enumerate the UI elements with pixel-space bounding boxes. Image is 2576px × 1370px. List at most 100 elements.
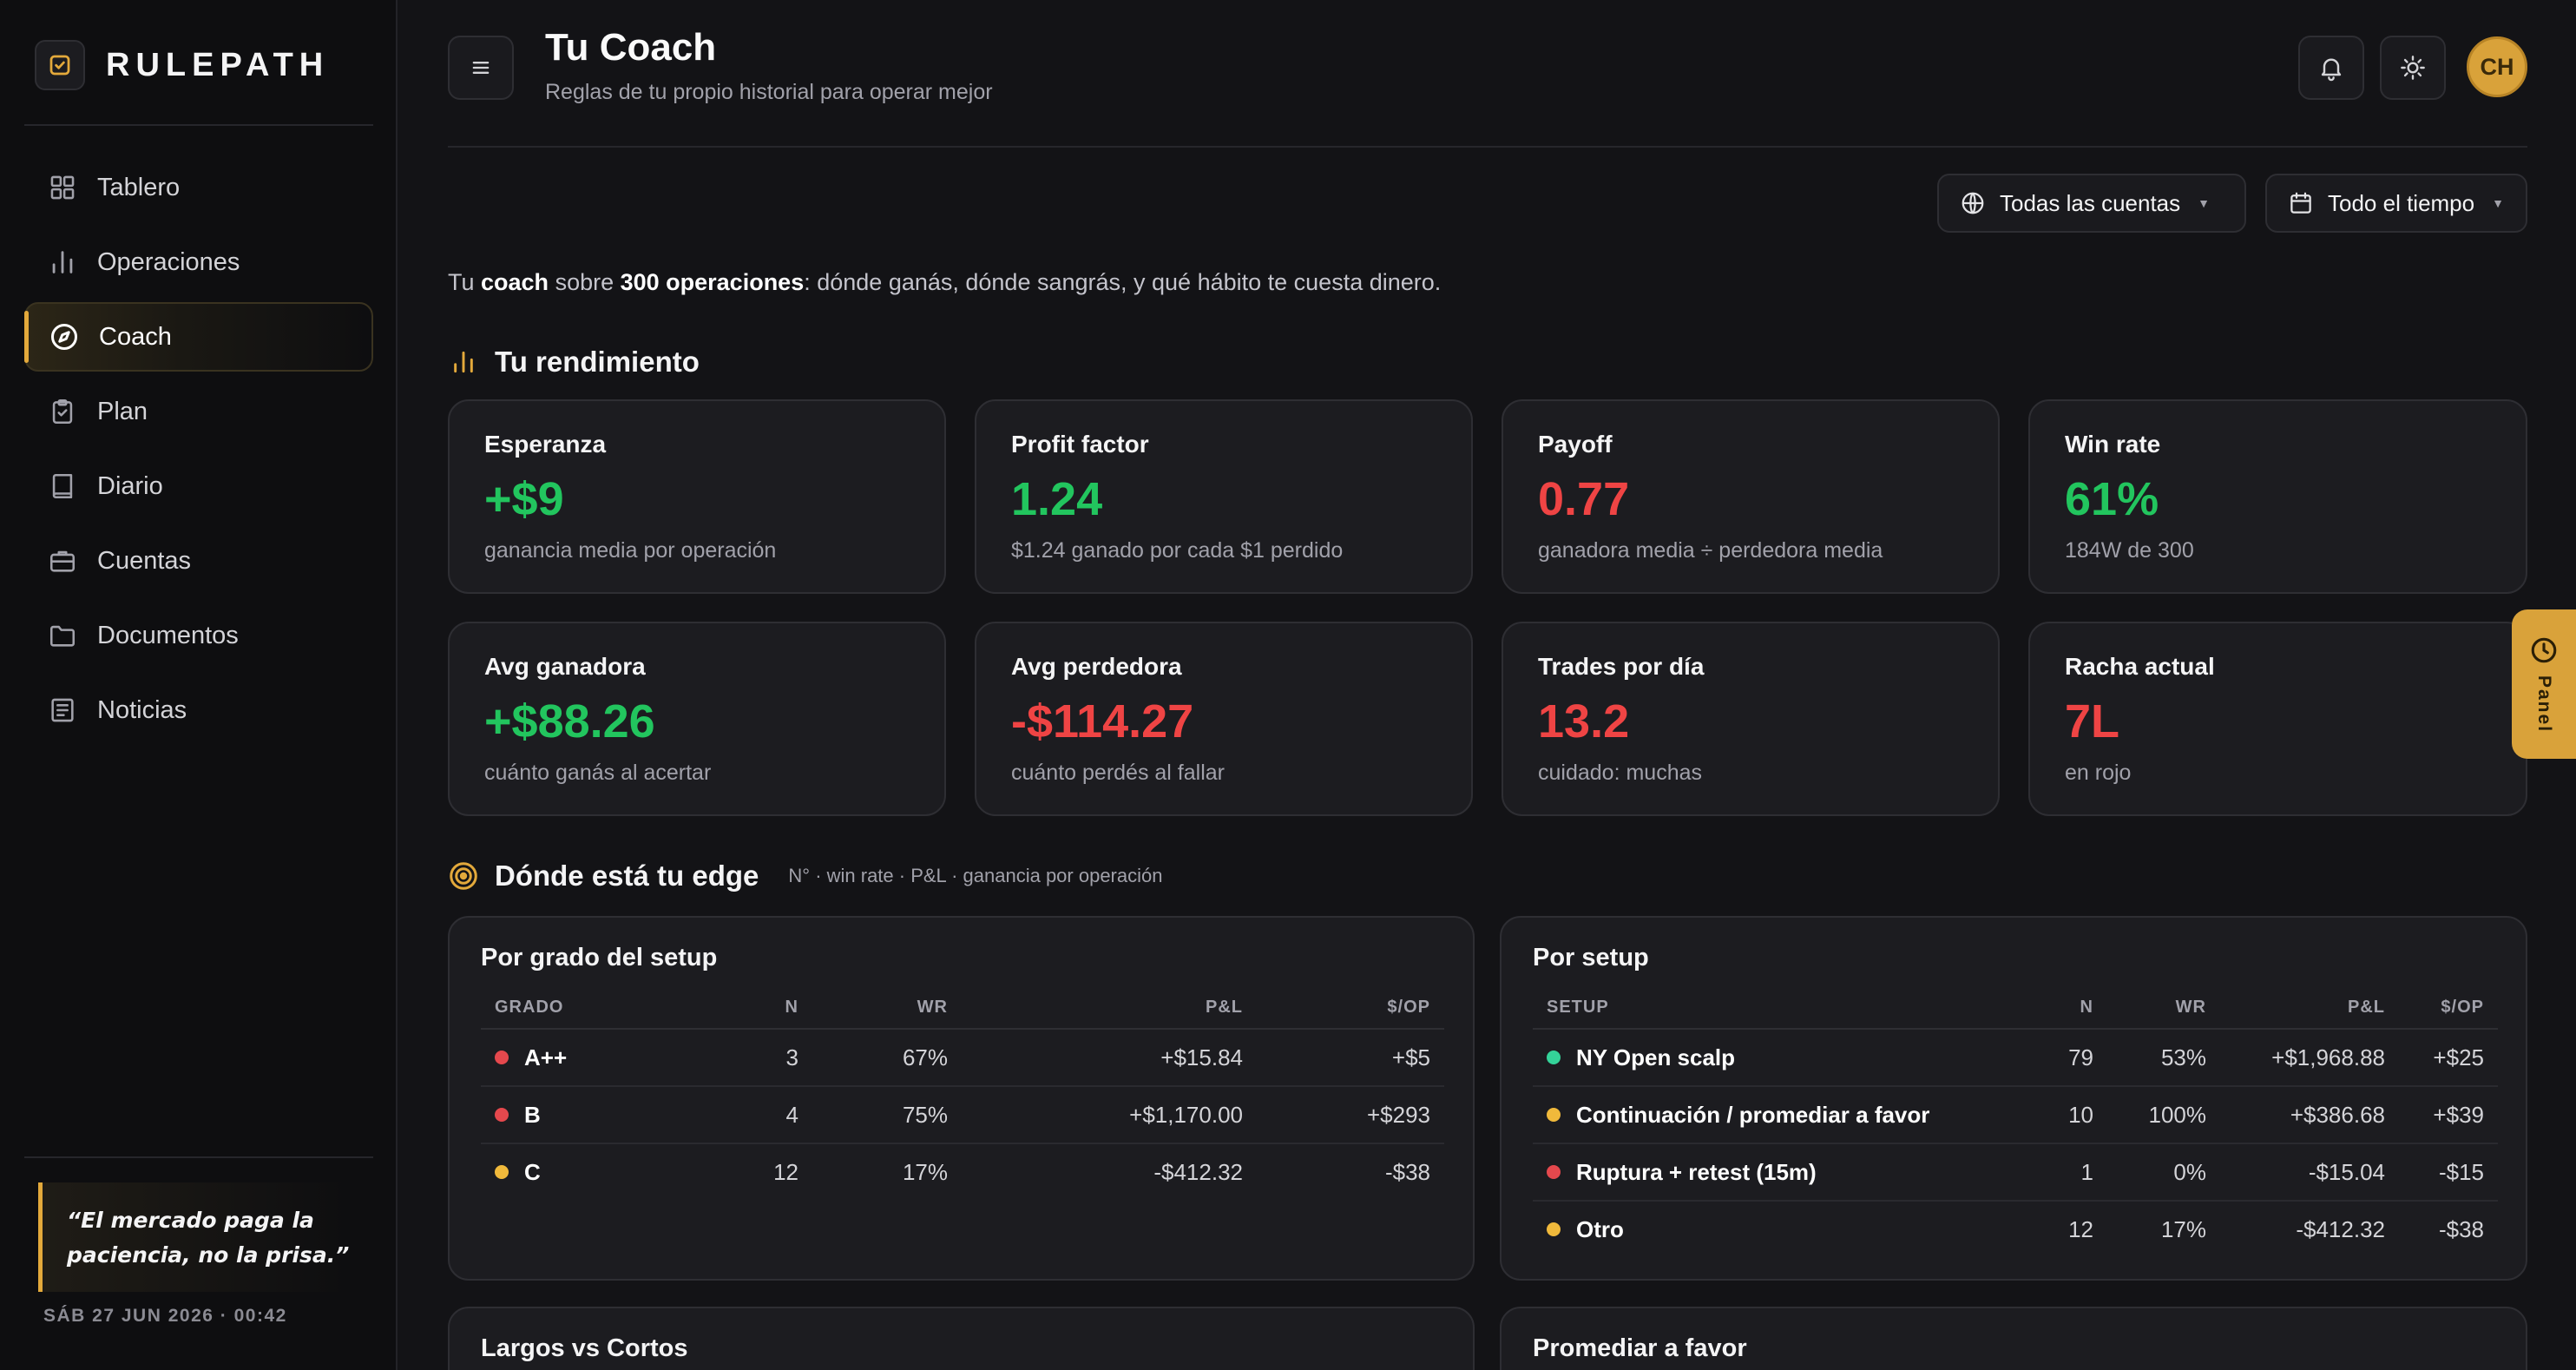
book-icon	[45, 469, 80, 504]
brand-name: RULEPATH	[106, 46, 330, 83]
stat-value: +$9	[484, 473, 564, 525]
menu-toggle-button[interactable]	[448, 36, 514, 100]
panel-tab-label: Panel	[2534, 675, 2554, 734]
sidebar-item-label: Noticias	[97, 695, 187, 724]
wr-cell: 17%	[2160, 1216, 2206, 1242]
notifications-button[interactable]	[2298, 36, 2364, 100]
stat-card-trades-por-dia: Trades por día 13.2 cuidado: muchas	[1502, 622, 2000, 816]
sidebar-divider	[24, 1156, 373, 1158]
sidebar-item-label: Documentos	[97, 621, 239, 649]
status-dot	[495, 1050, 509, 1064]
wr-cell: 53%	[2107, 1029, 2220, 1087]
brand-logo-icon	[35, 40, 85, 90]
intro-emphasis: coach	[481, 269, 549, 295]
stat-label: Avg ganadora	[484, 653, 646, 680]
sidebar-item-diario[interactable]: Diario	[24, 451, 373, 521]
card-title: Largos vs Cortos	[481, 1334, 688, 1362]
sidebar: RULEPATH Tablero Operaciones Coach Plan	[0, 0, 398, 1370]
sidebar-item-plan[interactable]: Plan	[24, 377, 373, 446]
theme-toggle-button[interactable]	[2380, 36, 2446, 100]
page-subtitle: Reglas de tu propio historial para opera…	[545, 80, 993, 104]
card-title: Promediar a favor	[1533, 1334, 1747, 1362]
stat-value: 1.24	[1011, 473, 1103, 525]
table-row[interactable]: B 4 75% +$1,170.00 +$293	[481, 1086, 1444, 1144]
news-icon	[45, 693, 80, 728]
stat-card-profit-factor: Profit factor 1.24 $1.24 ganado por cada…	[975, 399, 1473, 594]
section-title-text: Dónde está tu edge	[495, 860, 759, 892]
stat-label: Win rate	[2065, 431, 2161, 458]
globe-icon	[1960, 190, 1986, 216]
wr-cell: 75%	[812, 1086, 962, 1144]
bar-chart-icon	[45, 245, 80, 280]
stat-label: Profit factor	[1011, 431, 1149, 458]
by-setup-table-card: Por setup SETUP N WR P&L $/OP NY Open sc…	[1500, 916, 2527, 1281]
grade-name: A++	[524, 1044, 568, 1070]
stat-value: 61%	[2065, 473, 2159, 525]
folder-icon	[45, 618, 80, 653]
bell-icon	[2321, 58, 2342, 82]
stat-caption: $1.24 ganado por cada $1 perdido	[1011, 538, 1344, 563]
compass-icon	[47, 319, 82, 354]
table-row[interactable]: Ruptura + retest (15m) 1 0% -$15.04 -$15	[1533, 1143, 2498, 1202]
period-filter-dropdown[interactable]: Todo el tiempo ▼	[2265, 174, 2527, 233]
per-op-cell: -$15	[2399, 1143, 2498, 1202]
stat-value: 13.2	[1538, 695, 1630, 748]
panel-tab-button[interactable]: Panel	[2512, 609, 2576, 759]
stat-caption: en rojo	[2065, 761, 2132, 785]
per-op-cell: +$39	[2399, 1086, 2498, 1144]
stat-card-payoff: Payoff 0.77 ganadora media ÷ perdedora m…	[1502, 399, 2000, 594]
setup-name: Continuación / promediar a favor	[1576, 1101, 1930, 1128]
wr-cell: 67%	[812, 1029, 962, 1087]
sidebar-item-coach[interactable]: Coach	[24, 302, 373, 372]
pnl-cell: -$412.32	[2296, 1216, 2385, 1242]
sidebar-item-documentos[interactable]: Documentos	[24, 601, 373, 670]
long-short-card: Largos vs Cortos	[448, 1307, 1475, 1370]
sidebar-item-cuentas[interactable]: Cuentas	[24, 526, 373, 596]
column-header: P&L	[2220, 987, 2399, 1030]
n-cell: 4	[717, 1086, 812, 1144]
n-cell: 3	[717, 1029, 812, 1087]
stat-card-avg-perdedora: Avg perdedora -$114.27 cuánto perdés al …	[975, 622, 1473, 816]
sidebar-item-operaciones[interactable]: Operaciones	[24, 227, 373, 297]
setup-cell: NY Open scalp	[1533, 1029, 2027, 1087]
by-setup-table: SETUP N WR P&L $/OP NY Open scalp 79 53%…	[1533, 987, 2498, 1258]
intro-emphasis: 300 operaciones	[620, 269, 805, 295]
quote-line: paciencia, no la prisa.”	[67, 1242, 350, 1268]
table-title: Por setup	[1533, 944, 1649, 972]
accounts-filter-dropdown[interactable]: Todas las cuentas ▼	[1937, 174, 2246, 233]
column-header: WR	[2107, 987, 2220, 1030]
page-title: Tu Coach	[545, 26, 717, 69]
sidebar-item-noticias[interactable]: Noticias	[24, 675, 373, 745]
column-header: WR	[812, 987, 962, 1030]
setup-cell: Continuación / promediar a favor	[1533, 1086, 2027, 1144]
hamburger-icon	[472, 62, 490, 75]
target-icon	[448, 860, 479, 892]
sun-icon	[2401, 56, 2425, 80]
table-row[interactable]: Otro 12 17% -$412.32 -$38	[1533, 1201, 2498, 1258]
stat-card-racha-actual: Racha actual 7L en rojo	[2028, 622, 2527, 816]
per-op-cell: +$5	[1257, 1029, 1444, 1087]
table-row[interactable]: C 12 17% -$412.32 -$38	[481, 1143, 1444, 1201]
n-cell: 79	[2027, 1029, 2107, 1087]
section-title-text: Tu rendimiento	[495, 346, 700, 378]
status-dot	[1547, 1107, 1561, 1122]
stat-label: Esperanza	[484, 431, 607, 458]
status-dot	[495, 1165, 509, 1180]
bar-chart-icon	[448, 346, 479, 378]
stat-card-win-rate: Win rate 61% 184W de 300	[2028, 399, 2527, 594]
table-row[interactable]: A++ 3 67% +$15.84 +$5	[481, 1029, 1444, 1087]
setup-name: Otro	[1576, 1216, 1624, 1242]
stat-caption: ganancia media por operación	[484, 538, 777, 563]
brand[interactable]: RULEPATH	[35, 40, 329, 90]
sidebar-item-label: Coach	[99, 322, 172, 351]
pnl-cell: +$1,968.88	[2220, 1029, 2399, 1087]
column-header: N	[717, 987, 812, 1030]
intro-text: sobre	[549, 269, 621, 295]
sidebar-item-tablero[interactable]: Tablero	[24, 153, 373, 222]
table-row[interactable]: NY Open scalp 79 53% +$1,968.88 +$25	[1533, 1029, 2498, 1087]
status-dot	[495, 1107, 509, 1122]
table-row[interactable]: Continuación / promediar a favor 10 100%…	[1533, 1086, 2498, 1144]
avatar[interactable]: CH	[2467, 36, 2527, 97]
column-header: GRADO	[481, 987, 717, 1030]
grade-cell: C	[481, 1143, 717, 1201]
